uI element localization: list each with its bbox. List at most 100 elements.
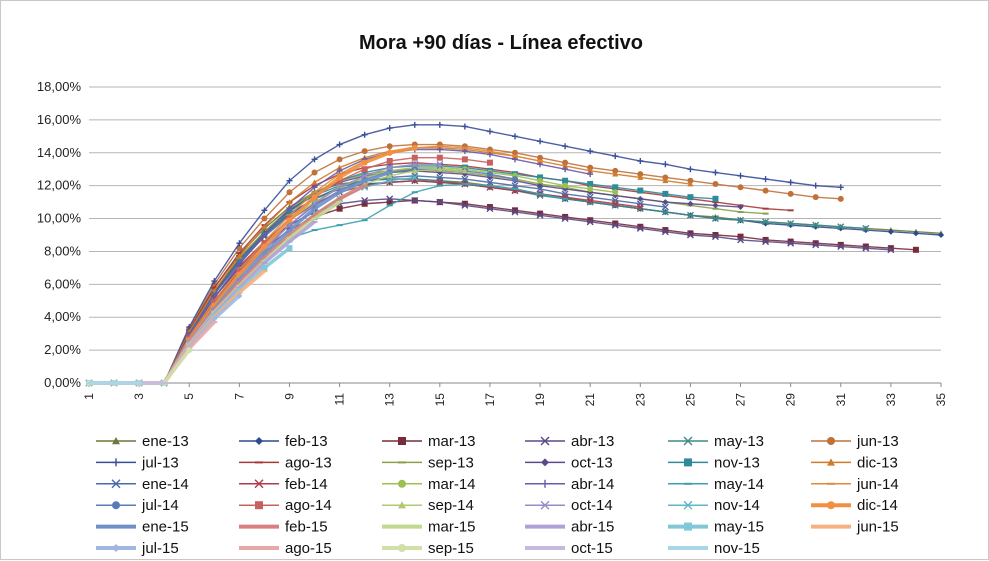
legend-item: nov-15 (668, 540, 760, 557)
legend-item: ago-14 (239, 497, 332, 514)
data-point (762, 238, 770, 246)
data-point (612, 171, 619, 177)
series-abr-15 (86, 220, 318, 385)
legend-label: oct-14 (571, 497, 613, 514)
data-point (211, 315, 218, 322)
series-feb-14 (85, 177, 644, 387)
data-point (461, 201, 469, 209)
data-point (336, 177, 343, 184)
data-point (637, 171, 644, 178)
data-point (386, 158, 393, 164)
data-point (687, 230, 694, 237)
data-point (411, 144, 418, 151)
data-point (386, 199, 393, 206)
legend-label: ene-14 (142, 476, 189, 493)
legend-item: sep-14 (382, 497, 474, 514)
data-point (787, 238, 794, 245)
legend-marker (255, 501, 263, 510)
data-point (386, 164, 394, 172)
data-point (711, 233, 719, 241)
x-tick-label: 11 (333, 393, 347, 406)
data-point (361, 148, 368, 155)
data-point (336, 141, 343, 148)
legend-label: abr-15 (571, 519, 614, 536)
legend-item: jun-14 (811, 476, 899, 493)
y-tick-label: 6,00% (44, 276, 81, 291)
legend-item: mar-15 (382, 519, 476, 536)
data-point (436, 154, 443, 161)
data-point (812, 221, 820, 229)
data-point (636, 203, 644, 211)
data-point (537, 174, 544, 181)
data-point (737, 236, 745, 244)
data-point (562, 177, 569, 184)
data-point (637, 174, 644, 180)
data-point (562, 143, 569, 150)
data-point (511, 208, 519, 216)
legend-item: ene-14 (96, 476, 189, 493)
data-point (411, 121, 418, 128)
axes: 0,00% 2,00% 4,00% 6,00% 8,00% 10,00% 12,00% 14,… (37, 79, 948, 406)
data-point (587, 185, 594, 192)
data-point (461, 123, 468, 130)
x-tick-label: 19 (533, 393, 547, 407)
legend-item: oct-13 (525, 454, 613, 471)
data-point (286, 245, 293, 252)
series-may-14 (86, 183, 569, 384)
legend-label: jul-14 (141, 497, 179, 514)
legend-item: mar-13 (382, 433, 476, 450)
x-tick-label: 23 (633, 393, 647, 407)
data-point (662, 161, 669, 168)
legend-label: abr-14 (571, 476, 614, 493)
data-point (411, 154, 418, 161)
data-point (562, 162, 569, 169)
data-point (912, 230, 919, 237)
legend-item: jul-15 (96, 540, 179, 557)
data-point (686, 231, 694, 239)
legend-label: mar-15 (428, 519, 476, 536)
legend-item: ene-13 (96, 433, 189, 450)
data-point (261, 243, 268, 250)
x-tick-label: 33 (884, 393, 898, 407)
data-point (436, 121, 443, 128)
legend-label: nov-13 (714, 454, 760, 471)
x-tick-label: 7 (232, 393, 246, 400)
series-line (89, 178, 866, 384)
legend-label: jun-13 (856, 433, 899, 450)
data-point (687, 177, 694, 184)
data-point (261, 264, 268, 271)
data-point (461, 167, 468, 174)
data-point (512, 156, 518, 163)
data-point (311, 190, 318, 197)
legend-item: jun-13 (811, 433, 899, 450)
data-point (486, 204, 493, 211)
x-tick-label: 5 (182, 393, 196, 400)
data-point (186, 347, 193, 354)
data-point (386, 195, 394, 203)
data-point (236, 240, 243, 247)
data-point (562, 182, 569, 189)
data-point (837, 195, 844, 202)
data-point (361, 169, 368, 176)
data-point (311, 179, 318, 185)
data-point (461, 200, 468, 207)
data-point (261, 223, 268, 230)
data-point (286, 217, 293, 224)
legend-marker (827, 501, 835, 510)
data-point (336, 205, 343, 212)
data-point (887, 228, 894, 235)
legend-item: jul-14 (96, 497, 179, 514)
x-tick-label: 13 (383, 393, 397, 407)
data-point (286, 177, 293, 184)
legend-item: ago-15 (239, 540, 332, 557)
legend: ene-13 feb-13 mar-13 abr-13 may-13 jun-13 jul-… (96, 433, 899, 557)
data-point (611, 200, 619, 208)
legend-label: jul-15 (141, 540, 179, 557)
data-point (311, 194, 318, 201)
legend-item: jul-13 (96, 454, 179, 471)
x-tick-label: 9 (282, 393, 296, 400)
series-line (89, 124, 841, 384)
y-tick-label: 18,00% (37, 79, 82, 94)
legend-item: nov-14 (668, 497, 760, 514)
data-point (486, 205, 494, 213)
